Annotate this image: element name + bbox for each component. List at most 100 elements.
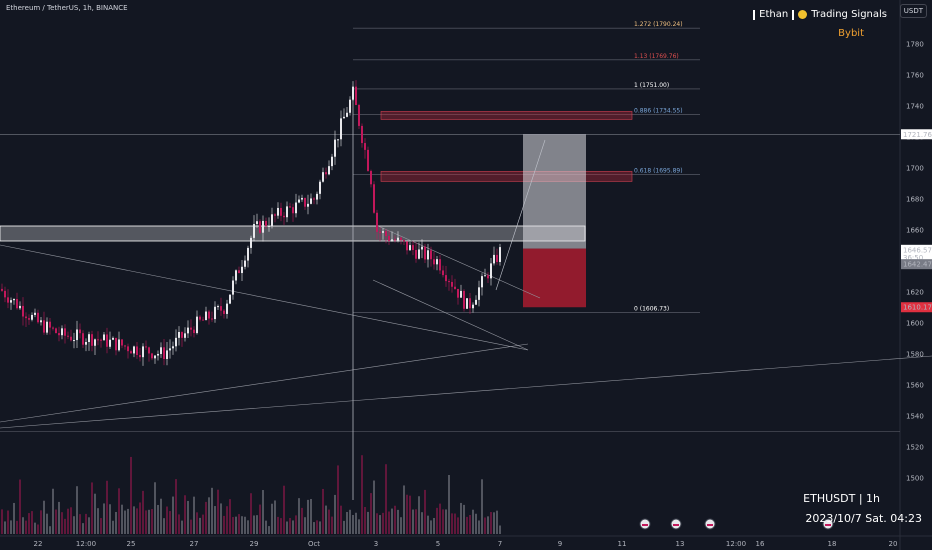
candle-body	[193, 329, 195, 334]
candle-body	[64, 328, 66, 336]
candle-body	[478, 287, 480, 300]
y-tick-label: 1520	[906, 444, 924, 452]
volume-bar	[106, 480, 108, 534]
candle-body	[94, 339, 96, 346]
candle-body	[466, 298, 468, 309]
volume-bar	[274, 500, 276, 534]
candle-body	[88, 334, 90, 343]
volume-bar	[457, 517, 459, 534]
volume-bar	[202, 514, 204, 534]
volume-bar	[466, 516, 468, 534]
volume-bar	[436, 507, 438, 534]
volume-bar	[271, 503, 273, 534]
x-tick-label: 29	[250, 540, 259, 548]
currency-button[interactable]: USDT	[899, 4, 927, 18]
candle-body	[268, 225, 270, 227]
candle-body	[109, 339, 111, 347]
x-tick-label: 18	[828, 540, 837, 548]
volume-bar	[307, 499, 309, 534]
volume-bar	[124, 510, 126, 534]
trendline	[0, 244, 529, 351]
price-tag-stop	[901, 302, 932, 313]
candle-body	[349, 99, 351, 113]
candle-body	[175, 337, 177, 347]
candle-body	[19, 305, 21, 309]
candle-body	[250, 237, 252, 248]
volume-bar	[289, 517, 291, 534]
y-tick-label: 1740	[906, 103, 924, 111]
trendline	[0, 355, 932, 429]
exchange-label: Bybit	[838, 28, 864, 39]
volume-bar	[34, 522, 36, 534]
candle-body	[280, 207, 282, 216]
candle-body	[157, 353, 159, 356]
candle-body	[145, 346, 147, 348]
candle-body	[304, 197, 306, 207]
candle-body	[25, 316, 27, 319]
volume-bar	[256, 515, 258, 534]
candle-body	[454, 286, 456, 289]
candle-body	[397, 237, 399, 241]
candle-body	[115, 337, 117, 351]
volume-bar	[496, 510, 498, 534]
candle-body	[346, 112, 348, 117]
volume-bar	[400, 517, 402, 534]
volume-bar	[121, 504, 123, 534]
volume-bar	[475, 513, 477, 534]
candle-body	[124, 345, 126, 347]
candle-body	[457, 288, 459, 298]
volume-bar	[280, 518, 282, 534]
bar-icon	[753, 9, 756, 20]
volume-bar	[160, 498, 162, 534]
candle-body	[481, 276, 483, 288]
candle-body	[430, 250, 432, 260]
volume-bar	[265, 520, 267, 534]
volume-bar	[58, 501, 60, 534]
y-tick-label: 1620	[906, 289, 924, 297]
candle-body	[61, 328, 63, 336]
volume-bar	[172, 496, 174, 534]
volume-bar	[148, 509, 150, 534]
x-tick-label: 13	[676, 540, 685, 548]
event-flag-icon	[707, 524, 713, 526]
candle-body	[325, 172, 327, 175]
candle-body	[73, 340, 75, 342]
fib-zone-box	[380, 111, 633, 120]
x-tick-label: 11	[618, 540, 627, 548]
candle-body	[433, 259, 435, 265]
volume-bar	[109, 504, 111, 534]
volume-bar	[151, 508, 153, 534]
candle-body	[385, 231, 387, 237]
candle-body	[424, 246, 426, 260]
candle-body	[46, 321, 48, 333]
volume-bar	[310, 498, 312, 534]
volume-bar	[175, 479, 177, 534]
event-flag-icon	[673, 524, 679, 526]
volume-bar	[196, 512, 198, 534]
candle-body	[274, 214, 276, 216]
candle-body	[313, 198, 315, 200]
candle-body	[496, 254, 498, 262]
volume-bar	[493, 512, 495, 534]
volume-bar	[169, 511, 171, 534]
candle-body	[58, 333, 60, 336]
volume-bar	[250, 493, 252, 534]
candle-body	[166, 350, 168, 359]
volume-bar	[4, 521, 6, 534]
candle-body	[241, 266, 243, 274]
volume-bar	[319, 521, 321, 534]
volume-bar	[334, 494, 336, 534]
volume-bar	[403, 485, 405, 534]
volume-bar	[214, 506, 216, 534]
x-tick-label: 12:00	[726, 540, 746, 548]
symbol-title[interactable]: Ethereum / TetherUS, 1h, BINANCE	[6, 4, 128, 12]
candle-body	[76, 329, 78, 341]
position-stop-zone	[523, 248, 586, 308]
volume-bar	[208, 497, 210, 534]
brand-name: Ethan	[759, 9, 789, 20]
trendline	[377, 225, 541, 299]
volume-bar	[235, 516, 237, 534]
candles-group	[1, 80, 501, 366]
